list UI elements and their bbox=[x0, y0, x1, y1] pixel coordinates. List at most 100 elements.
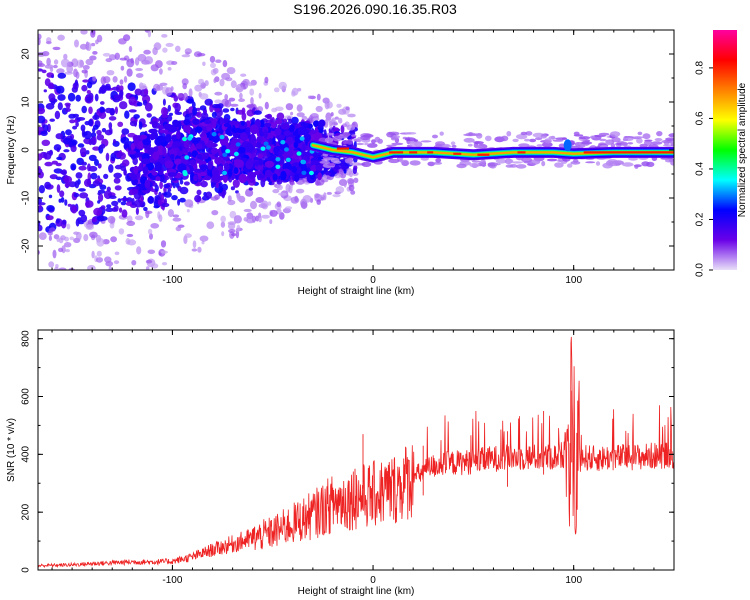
core-blob bbox=[176, 130, 181, 140]
halo-blob bbox=[546, 158, 558, 162]
halo-blob bbox=[585, 161, 596, 164]
noise-blob bbox=[83, 130, 92, 140]
noise-blob bbox=[73, 68, 78, 78]
noise-blob bbox=[68, 181, 77, 188]
noise-blob bbox=[80, 214, 88, 223]
noise-blob bbox=[63, 175, 73, 184]
noise-blob bbox=[65, 107, 71, 112]
noise-blob bbox=[114, 106, 118, 115]
halo-blob bbox=[353, 138, 358, 142]
noise-blob bbox=[86, 81, 93, 89]
halo-blob bbox=[495, 158, 507, 164]
noise-blob bbox=[67, 92, 76, 102]
halo-blob bbox=[506, 131, 512, 137]
noise-blob bbox=[109, 195, 117, 199]
halo-blob bbox=[515, 164, 527, 169]
halo-blob bbox=[609, 131, 621, 138]
halo-blob bbox=[554, 162, 564, 168]
halo-blob bbox=[404, 132, 417, 135]
halo-blob bbox=[581, 141, 593, 145]
noise-blob bbox=[113, 172, 122, 179]
noise-blob bbox=[48, 235, 53, 241]
bright-blob bbox=[299, 136, 305, 141]
noise-blob bbox=[65, 129, 72, 136]
snr-area bbox=[38, 336, 674, 569]
noise-blob bbox=[224, 99, 232, 108]
bright-blob bbox=[187, 136, 193, 141]
noise-blob bbox=[183, 181, 190, 186]
halo-blob bbox=[319, 160, 331, 164]
noise-blob bbox=[233, 215, 242, 224]
noise-blob bbox=[59, 170, 67, 175]
noise-blob bbox=[38, 33, 42, 40]
noise-blob bbox=[205, 191, 213, 199]
noise-blob bbox=[106, 204, 112, 209]
core-blob bbox=[193, 174, 199, 182]
snr-ytick-label: 0 bbox=[21, 567, 32, 573]
noise-blob bbox=[161, 114, 169, 119]
noise-blob bbox=[171, 195, 178, 201]
core-blob bbox=[212, 118, 217, 129]
halo-blob bbox=[327, 162, 336, 167]
noise-blob bbox=[38, 202, 46, 206]
core-blob bbox=[159, 129, 169, 134]
noise-blob bbox=[249, 88, 255, 96]
noise-blob bbox=[72, 125, 78, 130]
noise-blob bbox=[118, 228, 125, 235]
noise-blob bbox=[46, 57, 51, 66]
noise-blob bbox=[209, 55, 216, 63]
noise-blob bbox=[60, 58, 70, 68]
core-blob bbox=[313, 120, 320, 128]
noise-blob bbox=[67, 203, 72, 207]
noise-blob bbox=[167, 67, 172, 71]
core-blob bbox=[165, 134, 172, 143]
noise-blob bbox=[64, 199, 68, 206]
noise-blob bbox=[121, 209, 128, 218]
halo-blob bbox=[665, 137, 674, 141]
halo-blob bbox=[570, 160, 581, 165]
halo-blob bbox=[611, 137, 621, 143]
noise-blob bbox=[46, 215, 54, 221]
noise-blob bbox=[276, 112, 285, 121]
noise-blob bbox=[38, 168, 43, 174]
core-blob bbox=[204, 119, 212, 125]
core-blob bbox=[268, 138, 273, 145]
noise-blob bbox=[214, 91, 223, 96]
noise-blob bbox=[213, 78, 217, 84]
noise-blob bbox=[162, 98, 166, 106]
core-blob bbox=[245, 127, 251, 136]
core-blob bbox=[183, 118, 190, 126]
noise-blob bbox=[167, 209, 174, 218]
noise-blob bbox=[247, 82, 254, 87]
noise-blob bbox=[144, 56, 154, 65]
noise-blob bbox=[109, 222, 115, 229]
noise-blob bbox=[158, 214, 163, 223]
noise-blob bbox=[94, 159, 99, 166]
noise-blob bbox=[128, 45, 133, 53]
noise-blob bbox=[97, 189, 106, 194]
halo-blob bbox=[435, 158, 442, 163]
noise-blob bbox=[191, 101, 196, 109]
core-blob bbox=[195, 126, 203, 133]
noise-blob bbox=[93, 207, 103, 216]
bright-blob bbox=[263, 141, 269, 146]
core-blob bbox=[149, 133, 155, 141]
core-blob bbox=[163, 123, 173, 130]
noise-blob bbox=[74, 180, 80, 189]
noise-blob bbox=[250, 97, 254, 105]
bright-blob bbox=[233, 151, 239, 157]
noise-blob bbox=[267, 201, 272, 206]
halo-blob bbox=[346, 158, 354, 163]
noise-blob bbox=[161, 202, 170, 208]
noise-blob bbox=[78, 188, 86, 192]
noise-blob bbox=[145, 210, 150, 219]
noise-blob bbox=[101, 84, 106, 94]
noise-blob bbox=[291, 116, 299, 125]
halo-blob bbox=[540, 134, 547, 139]
halo-blob bbox=[456, 163, 467, 169]
noise-blob bbox=[40, 130, 48, 136]
noise-blob bbox=[58, 247, 64, 253]
noise-blob bbox=[210, 196, 219, 201]
bright-blob bbox=[222, 170, 228, 176]
